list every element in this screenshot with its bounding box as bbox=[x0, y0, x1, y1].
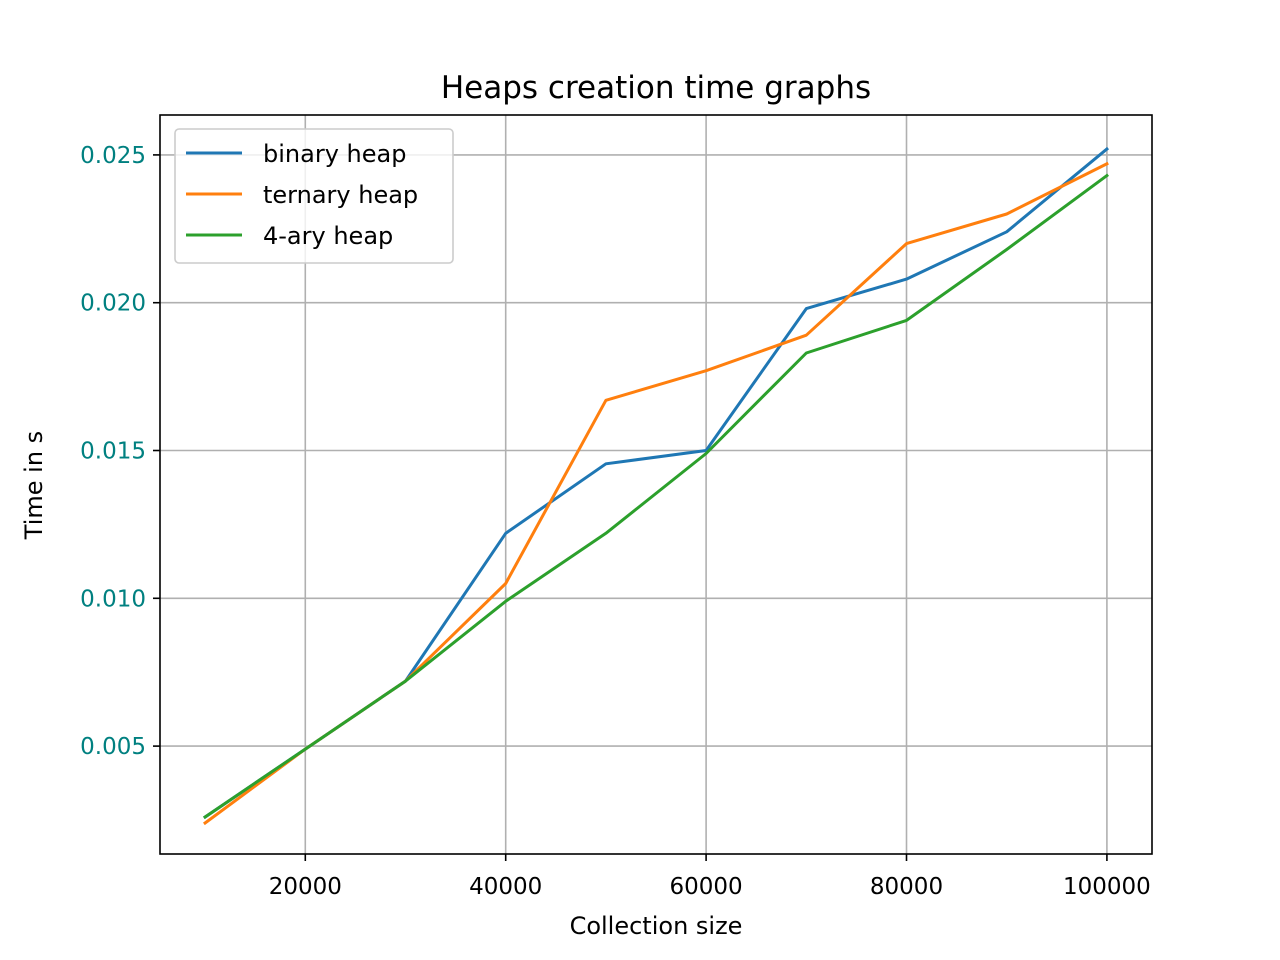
grid bbox=[160, 115, 1152, 854]
y-axis-label: Time in s bbox=[20, 431, 48, 540]
legend-label-ternary-heap: ternary heap bbox=[263, 181, 418, 209]
legend: binary heap ternary heap 4-ary heap bbox=[174, 128, 454, 264]
x-tick-label: 20000 bbox=[269, 874, 342, 900]
plot-series bbox=[203, 146, 1110, 826]
axis-ticks: 20000 40000 60000 80000 100000 0.005 0.010 0.01… bbox=[80, 143, 1151, 900]
x-tick-label: 60000 bbox=[670, 874, 743, 900]
y-tick-label: 0.010 bbox=[80, 586, 146, 612]
x-tick-label: 100000 bbox=[1063, 874, 1151, 900]
plot-frame bbox=[159, 114, 1153, 855]
legend-label-binary-heap: binary heap bbox=[263, 140, 406, 168]
chart-title: Heaps creation time graphs bbox=[441, 70, 871, 106]
y-tick-label: 0.020 bbox=[80, 291, 146, 317]
y-tick-label: 0.005 bbox=[80, 734, 146, 760]
y-tick-label: 0.025 bbox=[80, 143, 146, 169]
legend-box bbox=[174, 128, 454, 264]
y-tick-label: 0.015 bbox=[80, 439, 146, 465]
series-line-4-ary-heap bbox=[203, 173, 1109, 820]
x-axis-label: Collection size bbox=[570, 912, 743, 940]
legend-label-4-ary-heap: 4-ary heap bbox=[263, 222, 393, 250]
x-tick-label: 40000 bbox=[469, 874, 542, 900]
x-tick-label: 80000 bbox=[870, 874, 943, 900]
